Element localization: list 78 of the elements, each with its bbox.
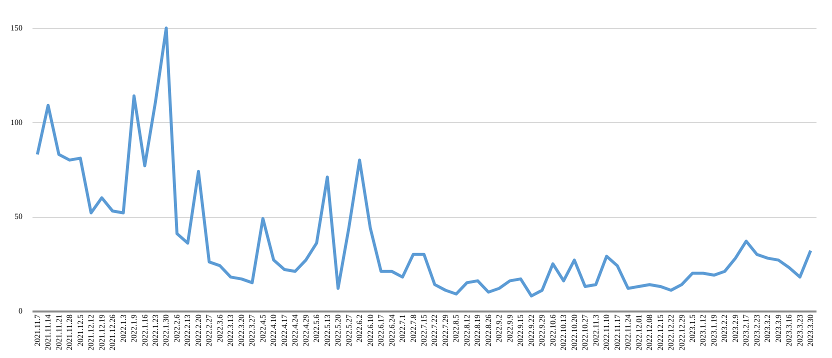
x-tick-label: 2022.10.20 <box>570 314 579 350</box>
x-tick-label: 2021.12.26 <box>108 314 118 350</box>
x-tick-label: 2022.11.24 <box>624 314 633 350</box>
x-tick-label: 2021.11.14 <box>44 314 53 350</box>
x-tick-label: 2021.11.21 <box>54 314 64 350</box>
x-tick-label: 2022.4.17 <box>280 314 289 346</box>
y-tick-label: 150 <box>10 24 22 32</box>
x-tick-label: 2022.5.6 <box>312 314 322 342</box>
x-tick-label: 2022.11.10 <box>602 314 612 350</box>
x-tick-label: 2022.10.27 <box>580 314 590 350</box>
x-tick-label: 2022.2.27 <box>204 314 214 346</box>
x-tick-label: 2022.1.30 <box>162 314 171 346</box>
x-tick-label: 2023.1.5 <box>688 314 697 342</box>
x-tick-label: 2022.3.6 <box>215 314 224 342</box>
x-tick-label: 2022.11.3 <box>591 314 600 346</box>
x-tick-label: 2022.4.10 <box>269 314 278 346</box>
x-tick-label: 2023.2.17 <box>742 314 751 346</box>
x-tick-label: 2022.9.22 <box>526 314 536 346</box>
x-tick-label: 2022.7.8 <box>408 314 418 342</box>
x-tick-label: 2022.8.26 <box>484 314 493 346</box>
x-tick-label: 2023.2.23 <box>752 314 762 346</box>
x-tick-label: 2022.6.17 <box>376 314 386 346</box>
x-tick-label: 2022.9.29 <box>538 314 547 346</box>
x-tick-label: 2022.1.9 <box>130 314 139 342</box>
line-series <box>36 26 812 298</box>
x-tick-label: 2022.1.3 <box>118 314 128 342</box>
x-tick-label: 2022.12.08 <box>645 314 654 350</box>
x-tick-label: 2021.11.7 <box>32 314 42 346</box>
x-tick-label: 2022.3.27 <box>248 314 257 346</box>
x-tick-label: 2022.7.22 <box>430 314 440 346</box>
x-tick-label: 2022.5.13 <box>322 314 332 346</box>
x-tick-label: 2022.6.24 <box>387 314 396 346</box>
x-tick-label: 2022.4.5 <box>258 314 268 342</box>
x-tick-label: 2023.1.19 <box>709 314 718 346</box>
x-tick-label: 2022.1.23 <box>151 314 160 346</box>
x-tick-label: 2022.12.15 <box>656 314 665 350</box>
x-tick-label: 2022.10.6 <box>548 314 558 346</box>
x-tick-label: 2022.3.13 <box>226 314 236 346</box>
x-tick-label: 2022.12.22 <box>666 314 676 350</box>
x-tick-label: 2022.2.6 <box>172 314 182 342</box>
y-tick-label: 0 <box>18 306 22 316</box>
x-tick-label: 2023.2.9 <box>730 314 740 342</box>
x-tick-label: 2022.8.5 <box>452 314 461 342</box>
y-tick-label: 100 <box>10 118 22 127</box>
x-tick-label: 2022.3.20 <box>236 314 246 346</box>
x-tick-label: 2022.5.20 <box>334 314 343 346</box>
x-tick-label: 2022.8.12 <box>462 314 472 346</box>
x-tick-label: 2022.11.17 <box>612 314 622 350</box>
x-tick-label: 2022.12.29 <box>677 314 686 350</box>
y-tick-label: 50 <box>14 212 22 222</box>
x-tick-label: 2022.9.9 <box>505 314 514 342</box>
x-tick-label: 2022.9.15 <box>516 314 526 346</box>
x-tick-label: 2021.12.12 <box>86 314 96 350</box>
x-tick-label: 2022.2.13 <box>183 314 192 346</box>
x-tick-label: 2022.2.20 <box>194 314 203 346</box>
x-tick-label: 2022.5.27 <box>344 314 354 346</box>
x-tick-label: 2023.1.12 <box>698 314 708 346</box>
x-tick-label: 2022.9.2 <box>494 314 504 342</box>
x-tick-label: 2022.6.2 <box>355 314 364 342</box>
x-tick-label: 2023.3.30 <box>806 314 816 346</box>
x-tick-label: 2023.3.2 <box>763 314 772 342</box>
x-tick-label: 2022.10.13 <box>559 314 568 350</box>
x-tick-label: 2022.7.1 <box>398 314 408 342</box>
x-tick-label: 2023.3.9 <box>774 314 783 342</box>
x-tick-label: 2022.8.19 <box>473 314 482 346</box>
x-tick-label: 2022.7.15 <box>420 314 428 346</box>
x-tick-label: 2022.6.10 <box>366 314 375 346</box>
x-tick-label: 2021.11.28 <box>65 314 74 350</box>
x-tick-label: 2022.4.24 <box>290 314 300 346</box>
x-tick-label: 2022.7.29 <box>440 314 450 346</box>
x-tick-label: 2022.4.29 <box>301 314 310 346</box>
x-tick-label: 2022.12.01 <box>634 314 644 350</box>
x-tick-label: 2023.3.16 <box>784 314 794 346</box>
x-tick-label: 2021.12.5 <box>76 314 85 346</box>
x-tick-label: 2021.12.19 <box>97 314 106 350</box>
x-tick-label: 2023.2.2 <box>720 314 730 342</box>
x-tick-label: 2023.3.23 <box>795 314 804 346</box>
x-tick-label: 2022.1.16 <box>140 314 150 346</box>
